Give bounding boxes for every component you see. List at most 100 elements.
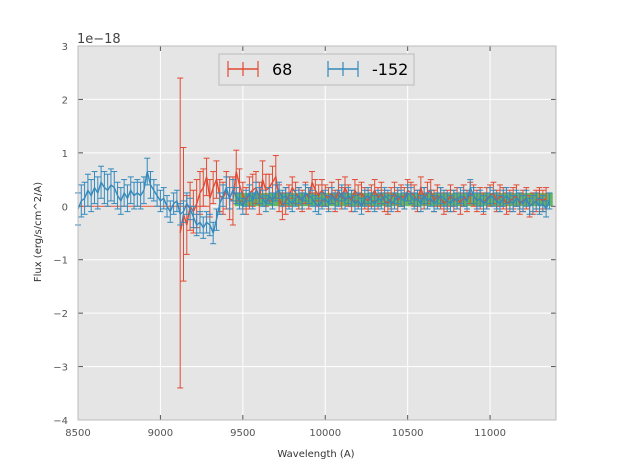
error-bar (196, 211, 203, 234)
error-bar (289, 195, 296, 213)
error-bar (332, 192, 339, 210)
error-bar (187, 197, 194, 221)
y-tick-label: −1 (53, 256, 68, 267)
error-bar (98, 165, 105, 199)
y-tick-label: 0 (62, 202, 68, 213)
error-bar (493, 192, 500, 210)
error-bar (203, 211, 210, 234)
error-bar (276, 181, 283, 199)
error-bar (437, 187, 444, 205)
error-bar (421, 187, 428, 205)
x-tick-label: 11000 (474, 428, 506, 439)
error-bar (394, 187, 401, 205)
plot-area (78, 46, 556, 420)
error-bar (516, 192, 523, 210)
legend-item-1: -152 (327, 60, 408, 79)
error-bar (529, 195, 536, 213)
legend-label: -152 (372, 60, 408, 79)
error-bar (483, 192, 490, 210)
error-bar (358, 197, 365, 215)
error-bar (170, 192, 177, 215)
error-bar (249, 192, 256, 210)
error-bar (391, 192, 398, 210)
error-bar (226, 187, 233, 210)
error-bar (157, 189, 164, 213)
error-bar (378, 192, 385, 210)
error-bar (543, 200, 550, 218)
error-bar (88, 179, 95, 213)
error-bar (213, 208, 220, 231)
error-bar (177, 203, 184, 226)
legend: 68 -152 (218, 53, 415, 86)
error-bar (480, 195, 487, 213)
error-bar (150, 179, 157, 202)
error-bar (355, 192, 362, 210)
error-bar (342, 192, 349, 210)
error-bar (213, 160, 220, 199)
error-bar (239, 197, 246, 215)
error-bar (104, 173, 111, 207)
error-bar (269, 192, 276, 210)
error-bar (131, 181, 138, 210)
error-bar (371, 195, 378, 213)
error-bar (510, 195, 517, 213)
error-bar (140, 176, 147, 205)
error-bar (210, 171, 217, 205)
error-bar (127, 176, 134, 205)
error-bar (454, 192, 461, 210)
error-bar (121, 179, 128, 207)
error-bar (444, 192, 451, 210)
error-bar (256, 187, 263, 205)
error-bar (299, 192, 306, 210)
error-bar (414, 189, 421, 207)
error-bar (253, 181, 260, 199)
error-bar (220, 184, 227, 207)
error-bar (404, 184, 411, 202)
error-bar (81, 181, 88, 215)
series-line (179, 171, 547, 234)
error-bar (457, 187, 464, 205)
error-bar (200, 216, 207, 239)
error-bar (322, 189, 329, 207)
error-bar (503, 187, 510, 205)
error-bar (114, 181, 121, 210)
error-bar (312, 195, 319, 213)
error-bar (84, 173, 91, 207)
error-bar (78, 184, 85, 218)
error-bar (338, 184, 345, 202)
error-bar (539, 195, 546, 213)
y-tick-label: −4 (53, 416, 68, 427)
error-bar (463, 192, 470, 210)
error-bar (388, 195, 395, 213)
error-bar (351, 195, 358, 213)
error-bar (398, 189, 405, 207)
error-bar (434, 192, 441, 210)
legend-label: 68 (272, 60, 292, 79)
error-bar (407, 187, 414, 205)
error-bar (526, 197, 533, 215)
error-bar (200, 168, 207, 207)
error-bar (365, 187, 372, 205)
x-tick-label: 8500 (65, 428, 90, 439)
error-bar (431, 195, 438, 213)
error-bar (154, 184, 161, 207)
error-bar (315, 197, 322, 215)
error-bar (460, 189, 467, 207)
error-bar (177, 77, 184, 389)
error-bar (216, 192, 223, 215)
error-bar (450, 189, 457, 207)
error-bar (183, 192, 190, 215)
x-tick-label: 9500 (230, 428, 255, 439)
error-bar (424, 192, 431, 210)
error-bar (368, 192, 375, 210)
error-bar (262, 195, 269, 213)
error-bar (107, 168, 114, 202)
error-bar (292, 189, 299, 207)
error-bar (335, 189, 342, 207)
x-tick-label: 10500 (392, 428, 424, 439)
error-bar (305, 187, 312, 205)
error-bar (137, 181, 144, 210)
error-bar (325, 195, 332, 213)
error-bar (374, 189, 381, 207)
